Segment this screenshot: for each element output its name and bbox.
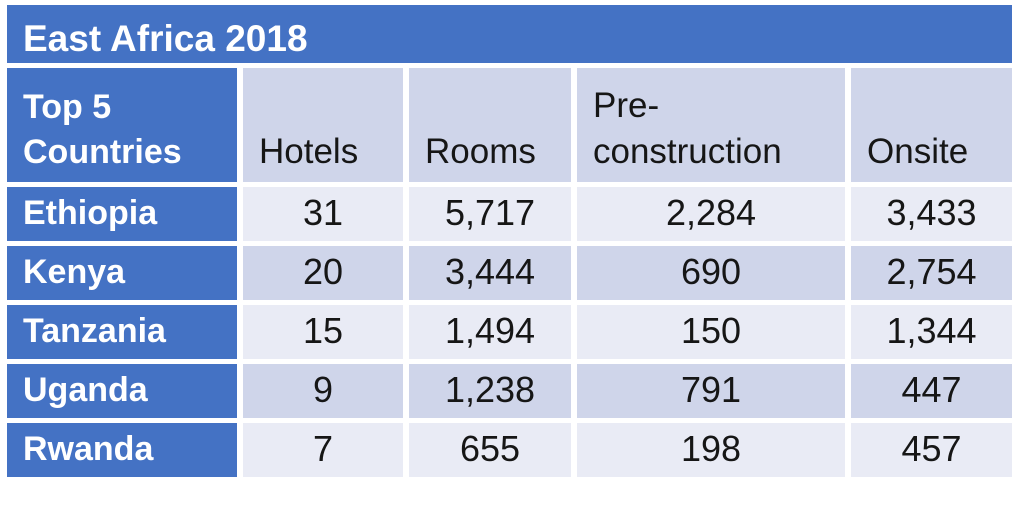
country-cell: Kenya — [7, 246, 237, 300]
country-cell: Rwanda — [7, 423, 237, 477]
table-row-kenya: Kenya 20 3,444 690 2,754 — [7, 246, 1012, 300]
column-header-onsite: Onsite — [851, 68, 1012, 182]
column-header-rooms: Rooms — [409, 68, 571, 182]
hotel-pipeline-table: East Africa 2018 Top 5 Countries Hotels … — [1, 0, 1018, 482]
onsite-cell: 447 — [851, 364, 1012, 418]
hotels-cell: 7 — [243, 423, 403, 477]
preconstruction-cell: 690 — [577, 246, 845, 300]
table-row-rwanda: Rwanda 7 655 198 457 — [7, 423, 1012, 477]
hotels-cell: 20 — [243, 246, 403, 300]
title-row: East Africa 2018 — [7, 5, 1012, 63]
onsite-cell: 457 — [851, 423, 1012, 477]
rooms-cell: 655 — [409, 423, 571, 477]
rooms-cell: 5,717 — [409, 187, 571, 241]
onsite-cell: 1,344 — [851, 305, 1012, 359]
onsite-cell: 3,433 — [851, 187, 1012, 241]
rooms-cell: 1,494 — [409, 305, 571, 359]
preconstruction-cell: 198 — [577, 423, 845, 477]
table-row-uganda: Uganda 9 1,238 791 447 — [7, 364, 1012, 418]
hotels-cell: 9 — [243, 364, 403, 418]
country-cell: Ethiopia — [7, 187, 237, 241]
rooms-cell: 1,238 — [409, 364, 571, 418]
rooms-cell: 3,444 — [409, 246, 571, 300]
hotels-cell: 15 — [243, 305, 403, 359]
slide-title: East Africa 2018 — [7, 5, 1012, 63]
preconstruction-cell: 791 — [577, 364, 845, 418]
preconstruction-cell: 150 — [577, 305, 845, 359]
column-header-hotels: Hotels — [243, 68, 403, 182]
hotels-cell: 31 — [243, 187, 403, 241]
country-cell: Tanzania — [7, 305, 237, 359]
onsite-cell: 2,754 — [851, 246, 1012, 300]
country-cell: Uganda — [7, 364, 237, 418]
table-row-tanzania: Tanzania 15 1,494 150 1,344 — [7, 305, 1012, 359]
header-row: Top 5 Countries Hotels Rooms Pre-constru… — [7, 68, 1012, 182]
preconstruction-cell: 2,284 — [577, 187, 845, 241]
table-row-ethiopia: Ethiopia 31 5,717 2,284 3,433 — [7, 187, 1012, 241]
column-header-countries: Top 5 Countries — [7, 68, 237, 182]
column-header-preconstruction: Pre-construction — [577, 68, 845, 182]
